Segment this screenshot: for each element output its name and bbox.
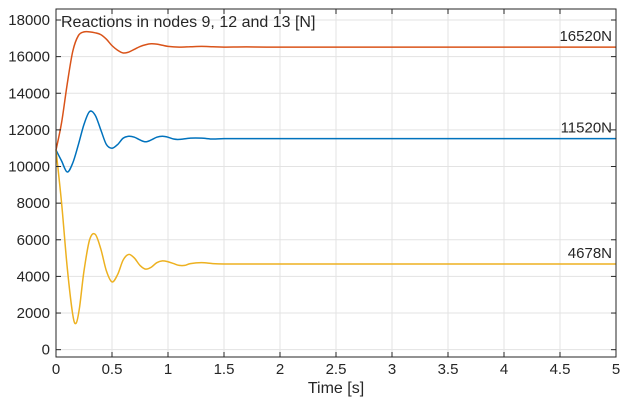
x-tick-label: 3 <box>388 361 396 378</box>
x-axis-title: Time [s] <box>308 380 364 397</box>
y-tick-label: 14000 <box>8 85 50 102</box>
y-tick-label: 8000 <box>17 195 50 212</box>
y-tick-label: 2000 <box>17 305 50 322</box>
x-tick-label: 0 <box>52 361 60 378</box>
series-end-label: 16520N <box>559 28 612 45</box>
series-line-yellow <box>55 149 616 325</box>
x-tick-label: 0.5 <box>102 361 123 378</box>
y-tick-label: 4000 <box>17 268 50 285</box>
axis-ticks: 0 0.5 1 1.5 2 2.5 3 3.5 4 4.5 5 0 2000 4000 6000 8000 10… <box>8 9 620 378</box>
y-tick-label: 6000 <box>17 232 50 249</box>
x-tick-label: 5 <box>612 361 620 378</box>
x-tick-label: 2.5 <box>326 361 347 378</box>
series-end-label: 4678N <box>568 245 612 262</box>
series-layer <box>55 30 616 325</box>
series-end-label: 11520N <box>561 120 612 137</box>
y-tick-label: 0 <box>42 342 50 359</box>
series-line-blue <box>55 110 616 173</box>
y-tick-label: 18000 <box>8 12 50 29</box>
y-tick-label: 16000 <box>8 49 50 66</box>
x-tick-label: 1.5 <box>214 361 235 378</box>
y-tick-label: 12000 <box>8 122 50 139</box>
y-tick-label: 10000 <box>8 159 50 176</box>
series-line-orange <box>55 30 616 151</box>
x-tick-label: 4.5 <box>550 361 571 378</box>
x-tick-label: 1 <box>164 361 172 378</box>
chart-title: Reactions in nodes 9, 12 and 13 [N] <box>61 14 315 31</box>
x-tick-label: 4 <box>500 361 508 378</box>
series-end-labels: 16520N 11520N 4678N <box>559 28 612 262</box>
x-tick-label: 3.5 <box>438 361 459 378</box>
x-tick-label: 2 <box>276 361 284 378</box>
